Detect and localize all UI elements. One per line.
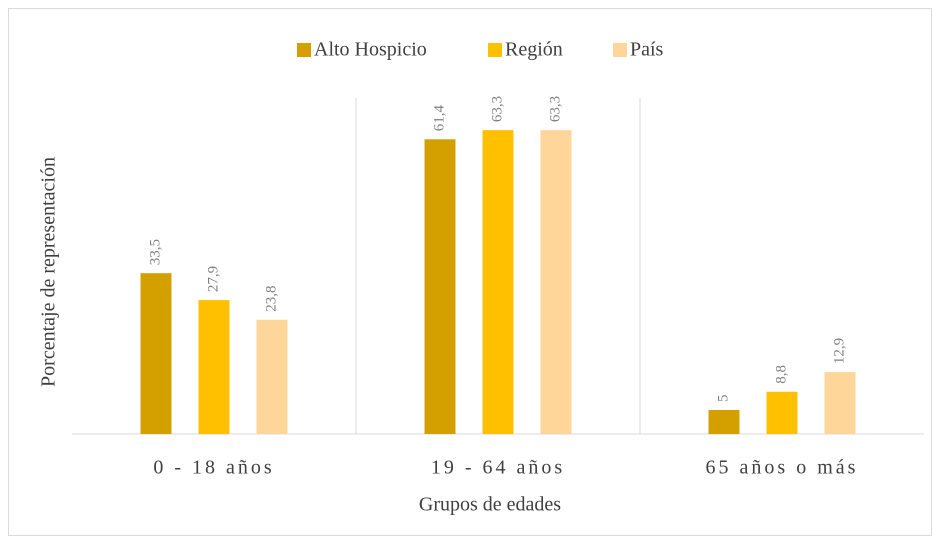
bar xyxy=(766,391,798,434)
data-label: 23,8 xyxy=(263,286,279,312)
chart-border xyxy=(8,8,932,536)
bar xyxy=(540,130,572,434)
bar xyxy=(424,139,456,434)
y-axis-title: Porcentaje de representación xyxy=(38,157,60,387)
x-axis-title: Grupos de edades xyxy=(419,494,561,516)
data-label: 8,8 xyxy=(773,365,789,384)
bar xyxy=(140,273,172,434)
data-label: 63,3 xyxy=(547,96,563,122)
legend-swatch xyxy=(297,43,311,57)
bar xyxy=(198,300,230,434)
data-label: 5 xyxy=(715,395,731,403)
legend-swatch xyxy=(613,43,627,57)
data-label: 27,9 xyxy=(205,266,221,292)
bar xyxy=(824,372,856,434)
legend-label: Región xyxy=(505,39,563,61)
bar xyxy=(482,130,514,434)
x-tick-label: 0 - 18 años xyxy=(153,457,274,479)
x-tick-label: 19 - 64 años xyxy=(431,457,565,479)
data-label: 33,5 xyxy=(147,239,163,265)
data-label: 61,4 xyxy=(431,105,447,132)
bar xyxy=(256,319,288,434)
legend-label: Alto Hospicio xyxy=(314,39,427,61)
bar xyxy=(708,410,740,434)
x-tick-label: 65 años o más xyxy=(706,457,859,479)
legend-label: País xyxy=(630,39,664,61)
data-label: 12,9 xyxy=(831,338,847,364)
legend-swatch xyxy=(488,43,502,57)
data-label: 63,3 xyxy=(489,96,505,122)
